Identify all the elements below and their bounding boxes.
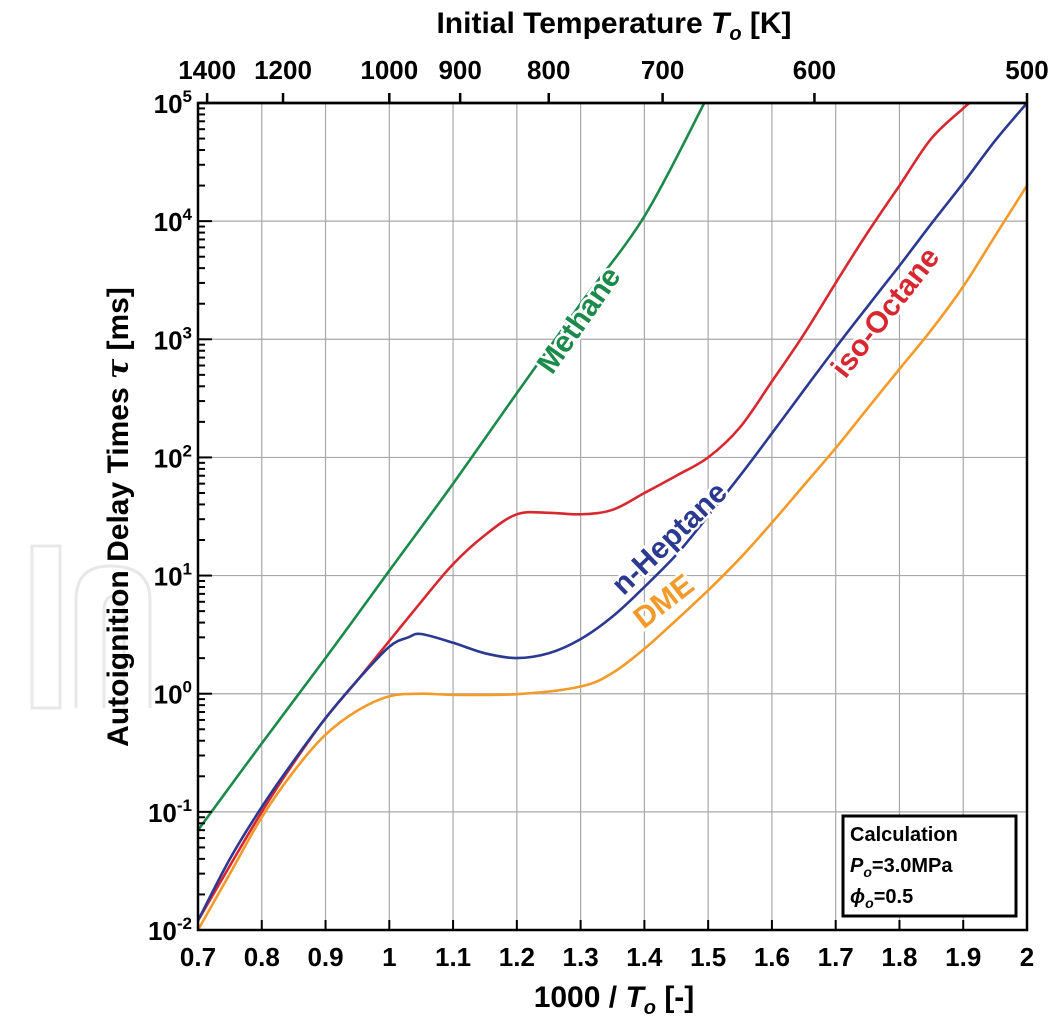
y-tick-label: 100 — [154, 678, 192, 710]
watermark-logo — [30, 544, 152, 710]
top-tick-label: 1000 — [360, 55, 418, 85]
y-tick-label: 102 — [154, 441, 192, 473]
y-tick-label: 105 — [154, 87, 192, 119]
top-tick-label: 1400 — [178, 55, 236, 85]
x-tick-label: 1.2 — [499, 942, 535, 972]
x-tick-label: 1.4 — [626, 942, 663, 972]
top-tick-label: 700 — [641, 55, 684, 85]
x-tick-label: 1.8 — [881, 942, 917, 972]
x-tick-label: 1.3 — [563, 942, 599, 972]
x-tick-label: 1.1 — [435, 942, 471, 972]
x-tick-label: 1.5 — [690, 942, 726, 972]
top-tick-label: 1200 — [254, 55, 312, 85]
y-tick-label: 101 — [154, 560, 192, 592]
y-tick-label: 10-2 — [148, 914, 192, 946]
plot-border — [196, 101, 1029, 932]
calculation-box: Calculation Po=3.0MPa ϕo=0.5 — [841, 814, 1018, 918]
series-lines — [196, 101, 1029, 931]
series-line-dme — [196, 184, 1029, 931]
x-tick-label: 0.7 — [180, 942, 216, 972]
x-tick-label: 0.9 — [307, 942, 343, 972]
x-tick-label: 1 — [382, 942, 396, 972]
x-tick-label: 0.8 — [244, 942, 280, 972]
top-tick-label: 500 — [1005, 55, 1048, 85]
y-axis-tick-labels: 10-2 10-1 100 101 102 103 104 105 — [148, 87, 193, 946]
y-tick-label: 104 — [154, 205, 193, 237]
top-axis-tick-labels: 1400 1200 1000 900 800 700 600 500 — [178, 55, 1049, 85]
x-tick-label: 1.9 — [945, 942, 981, 972]
series-label-methane: Methane — [531, 261, 628, 380]
x-tick-label: 2 — [1020, 942, 1034, 972]
x-axis-title: 1000 / To [-] — [534, 981, 695, 1016]
top-axis-title: Initial Temperature To [K] — [436, 7, 791, 45]
y-tick-label: 103 — [154, 323, 192, 355]
series-label-iso-octane: iso-Octane — [825, 241, 946, 383]
pressure-label: Po=3.0MPa — [850, 855, 953, 880]
series-line-methane — [196, 102, 706, 831]
x-axis-tick-labels: 0.7 0.8 0.9 1 1.1 1.2 1.3 1.4 1.5 1.6 1.7 1.8 1.9 2 — [180, 942, 1034, 972]
x-tick-label: 1.7 — [818, 942, 854, 972]
equivalence-ratio-label: ϕo=0.5 — [850, 886, 913, 911]
top-tick-label: 600 — [793, 55, 836, 85]
top-tick-label: 800 — [527, 55, 570, 85]
y-tick-label: 10-1 — [148, 796, 192, 828]
x-tick-label: 1.6 — [754, 942, 790, 972]
calculation-title: Calculation — [850, 824, 958, 846]
grid — [197, 102, 1028, 931]
series-line-n-heptane — [196, 102, 1028, 922]
plot-frame — [196, 93, 1029, 932]
y-axis-title: Autoignition Delay Times τ [ms] — [101, 287, 136, 747]
top-tick-label: 900 — [438, 55, 481, 85]
series-line-iso-octane — [196, 101, 971, 922]
